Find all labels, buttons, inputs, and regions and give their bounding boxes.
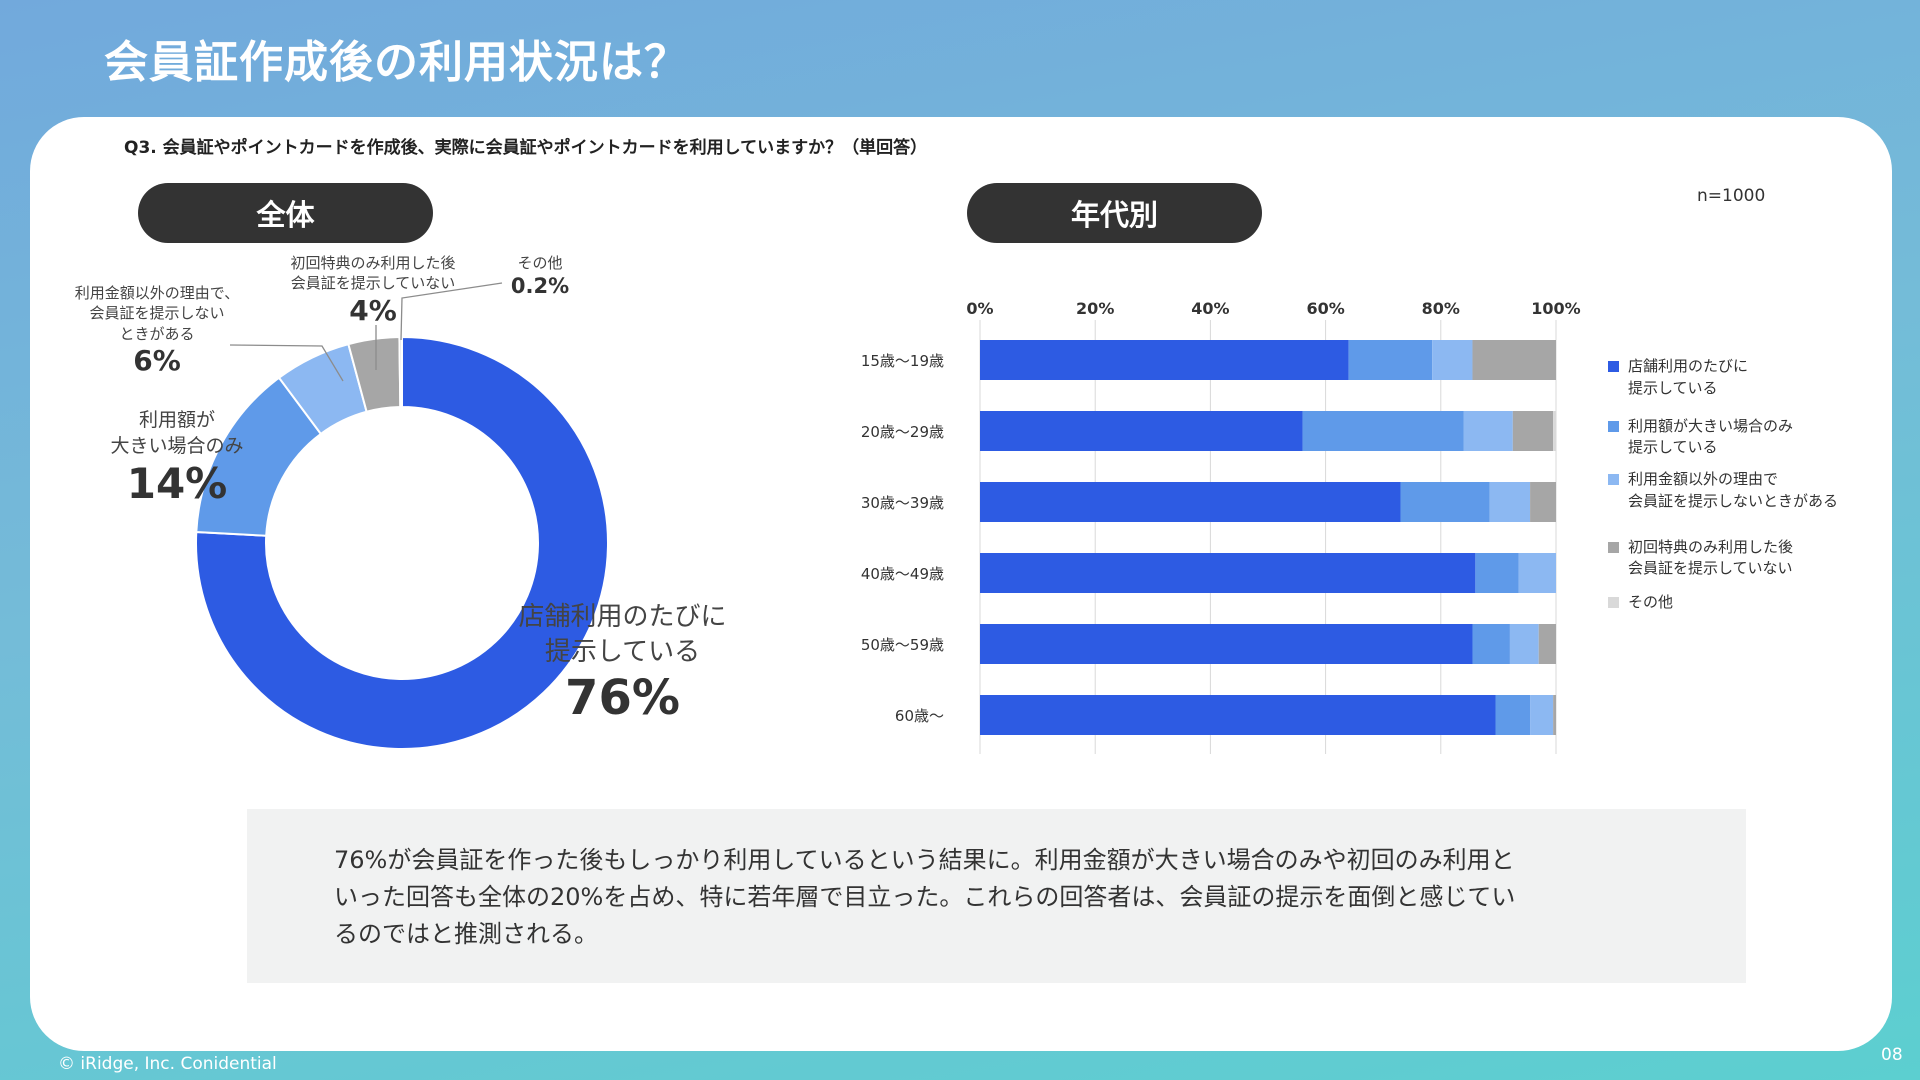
- category-label: 30歳〜39歳: [861, 494, 944, 512]
- legend-label-line2: 提示している: [1628, 378, 1718, 397]
- legend-swatch: [1608, 541, 1619, 553]
- bar-segment: [980, 340, 1349, 380]
- bar-segment: [1512, 411, 1554, 451]
- category-label: 15歳〜19歳: [861, 352, 944, 370]
- bar-segment: [1475, 553, 1519, 593]
- label-every-time: 店舗利用のたびに 提示している 76%: [505, 600, 740, 728]
- category-label: 60歳〜: [895, 707, 944, 725]
- legend-label-line1: 初回特典のみ利用した後: [1628, 537, 1794, 556]
- label-large-amount-line1: 利用額が: [138, 409, 215, 431]
- page-number: 08: [1881, 1045, 1903, 1065]
- bar-segment: [1553, 695, 1556, 735]
- label-every-time-line2: 提示している: [544, 637, 701, 668]
- sample-size-label: n=1000: [1697, 186, 1766, 206]
- legend-label-line1: その他: [1628, 593, 1674, 611]
- bar-segment: [1432, 340, 1473, 380]
- x-tick-label: 20%: [1076, 299, 1114, 318]
- bar-segment: [980, 695, 1496, 735]
- legend-label-line2: 提示している: [1628, 438, 1718, 457]
- bar-segment: [1495, 695, 1531, 735]
- bar-segment: [980, 482, 1401, 522]
- bar-segment: [1553, 411, 1556, 451]
- question-text: Q3. 会員証やポイントカードを作成後、実際に会員証やポイントカードを利用してい…: [124, 138, 928, 158]
- donut-slice-other: [398, 335, 403, 409]
- bar-segment: [1489, 482, 1531, 522]
- legend-item-large-amount: 利用額が大きい場合のみ 提示している: [1608, 416, 1888, 460]
- legend-label-line1: 利用額が大きい場合のみ: [1628, 416, 1794, 435]
- label-large-amount: 利用額が 大きい場合のみ 14%: [92, 408, 262, 510]
- label-every-time-pct: 76%: [565, 670, 680, 727]
- label-other-reason-line3: ときがある: [119, 324, 195, 343]
- label-other: その他 0.2%: [490, 253, 590, 301]
- label-large-amount-pct: 14%: [126, 459, 228, 509]
- bar-legend: 店舗利用のたびに 提示している 利用額が大きい場合のみ 提示している 利用金額以…: [1608, 356, 1888, 614]
- label-other-reason-line2: 会員証を提示しない: [89, 304, 225, 323]
- bar-segment: [1538, 624, 1556, 664]
- legend-item-first-only: 初回特典のみ利用した後 会員証を提示していない: [1608, 537, 1888, 581]
- label-first-only-pct: 4%: [349, 293, 397, 327]
- category-label: 50歳〜59歳: [861, 636, 944, 654]
- footer-copyright: © iRidge, Inc. Conidential: [58, 1054, 277, 1074]
- donut-slice-every-time: [195, 335, 609, 750]
- label-large-amount-line2: 大きい場合のみ: [110, 434, 244, 457]
- category-label: 20歳〜29歳: [861, 423, 944, 441]
- bar-segment: [1400, 482, 1490, 522]
- summary-box: 76%が会員証を作った後もしっかり利用しているという結果に。利用金額が大きい場合…: [247, 809, 1746, 983]
- bar-segment: [1530, 695, 1554, 735]
- bar-segment: [1472, 340, 1556, 380]
- bar-segment: [980, 624, 1473, 664]
- label-other-line1: その他: [517, 254, 563, 272]
- label-first-only-line2: 会員証を提示していない: [290, 274, 456, 293]
- legend-label-line2: 会員証を提示しないときがある: [1628, 491, 1839, 510]
- bar-segment: [980, 553, 1476, 593]
- legend-item-every-time: 店舗利用のたびに 提示している: [1608, 356, 1888, 400]
- legend-label-line2: 会員証を提示していない: [1628, 559, 1793, 578]
- total-pill: 全体: [138, 183, 433, 243]
- summary-line: いった回答も全体の20%を占め、特に若年層で目立った。これらの回答者は、会員証の…: [334, 883, 1516, 911]
- leader-line: [229, 344, 344, 382]
- legend-swatch: [1608, 361, 1619, 372]
- bar-segment: [1530, 482, 1556, 522]
- bar-segment: [1348, 340, 1433, 380]
- slide-title: 会員証作成後の利用状況は？: [104, 37, 689, 88]
- label-other-reason: 利用金額以外の理由で、 会員証を提示しない ときがある 6%: [62, 283, 252, 377]
- legend-swatch: [1608, 474, 1619, 485]
- legend-swatch: [1608, 597, 1619, 608]
- age-group-pill: 年代別: [967, 183, 1262, 243]
- age-stacked-bar-chart: 0% 20% 40% 60% 80% 100% 15歳〜19歳 20歳〜29歳 30歳〜39歳 4…: [861, 299, 1581, 754]
- legend-label-line1: 店舗利用のたびに: [1628, 357, 1749, 375]
- label-first-only: 初回特典のみ利用した後 会員証を提示していない 4%: [278, 253, 468, 327]
- bar-segment: [980, 411, 1303, 451]
- legend-swatch: [1608, 420, 1619, 432]
- label-every-time-line1: 店舗利用のたびに: [518, 602, 727, 632]
- legend-item-other: その他: [1608, 592, 1888, 614]
- bar-segment: [1509, 624, 1539, 664]
- category-label: 40歳〜49歳: [861, 565, 944, 583]
- legend-item-other-reason: 利用金額以外の理由で 会員証を提示しないときがある: [1608, 469, 1888, 513]
- x-tick-label: 0%: [966, 299, 993, 318]
- x-tick-label: 100%: [1531, 299, 1580, 318]
- bar-segment: [1463, 411, 1513, 451]
- donut-chart: [195, 282, 609, 750]
- x-tick-label: 60%: [1306, 299, 1344, 318]
- summary-line: 76%が会員証を作った後もしっかり利用しているという結果に。利用金額が大きい場合…: [334, 846, 1515, 874]
- bar-segment: [1302, 411, 1464, 451]
- label-other-reason-pct: 6%: [133, 343, 181, 377]
- label-other-pct: 0.2%: [510, 274, 570, 299]
- label-first-only-line1: 初回特典のみ利用した後: [290, 254, 456, 272]
- x-tick-label: 40%: [1191, 299, 1229, 318]
- label-other-reason-line1: 利用金額以外の理由で、: [74, 284, 240, 302]
- summary-line: るのではと推測される。: [334, 920, 598, 948]
- bar-segment: [1518, 553, 1556, 593]
- legend-label-line1: 利用金額以外の理由で: [1628, 470, 1779, 488]
- x-tick-label: 80%: [1422, 299, 1460, 318]
- leader-line: [400, 282, 503, 341]
- bar-segment: [1472, 624, 1510, 664]
